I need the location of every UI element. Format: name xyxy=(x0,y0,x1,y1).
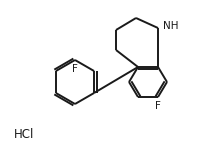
Text: F: F xyxy=(155,101,161,111)
Text: F: F xyxy=(72,64,78,74)
Text: NH: NH xyxy=(163,21,178,31)
Text: HCl: HCl xyxy=(14,129,34,141)
